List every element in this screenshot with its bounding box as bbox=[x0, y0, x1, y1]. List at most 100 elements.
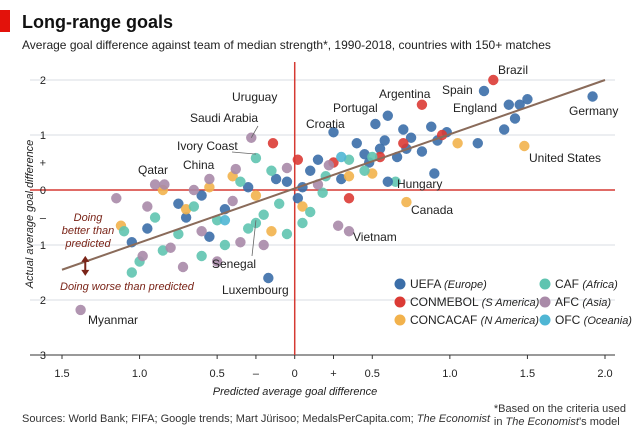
legend-label-uefa: UEFA (Europe) bbox=[410, 277, 487, 291]
data-point bbox=[416, 146, 428, 157]
legend-label-afc: AFC (Asia) bbox=[555, 295, 611, 309]
label-myanmar: Myanmar bbox=[88, 313, 138, 327]
data-point bbox=[472, 138, 483, 149]
data-point bbox=[204, 231, 215, 242]
data-point-portugal bbox=[382, 110, 393, 121]
label-croatia: Croatia bbox=[306, 117, 345, 131]
data-point bbox=[242, 182, 254, 193]
data-point bbox=[180, 212, 192, 223]
annotation-better-line2: better than bbox=[62, 225, 115, 237]
data-point-croatia bbox=[328, 127, 339, 138]
x-tick-label: 1.0 bbox=[132, 368, 147, 380]
label-england: England bbox=[453, 101, 497, 115]
x-tick-label: 0 bbox=[292, 368, 298, 380]
data-point bbox=[509, 113, 521, 124]
data-point bbox=[196, 190, 207, 201]
data-point bbox=[398, 124, 409, 135]
data-point-myanmar bbox=[75, 304, 86, 316]
data-point bbox=[429, 168, 440, 179]
data-point bbox=[142, 201, 153, 212]
footnote: *Based on the criteria used in The Econom… bbox=[494, 403, 626, 429]
data-point bbox=[374, 143, 386, 154]
label-saudi-arabia: Saudi Arabia bbox=[190, 111, 258, 125]
y-tick-label: 1 bbox=[40, 130, 46, 142]
data-point bbox=[274, 198, 285, 209]
data-point-uruguay bbox=[267, 138, 279, 149]
data-point-england bbox=[503, 99, 515, 110]
data-point bbox=[305, 206, 316, 218]
data-point bbox=[370, 118, 381, 130]
data-point bbox=[242, 223, 254, 234]
data-point bbox=[235, 237, 246, 248]
annotation-worse: Doing worse than predicted bbox=[60, 281, 195, 293]
legend-swatch-concacaf bbox=[394, 314, 406, 326]
label-qatar: Qatar bbox=[138, 163, 168, 177]
legend-label-caf: CAF (Africa) bbox=[555, 277, 618, 291]
y-tick-label: 3 bbox=[40, 350, 46, 362]
data-point bbox=[270, 173, 282, 185]
data-point bbox=[126, 267, 138, 278]
label-ivory-coast: Ivory Coast bbox=[177, 139, 238, 153]
data-point bbox=[211, 256, 223, 267]
data-point bbox=[332, 220, 344, 231]
legend-swatch-ofc bbox=[539, 314, 551, 326]
y-tick-label: 1 bbox=[40, 240, 46, 252]
data-point bbox=[188, 184, 200, 196]
annotation-better-line3: predicted bbox=[64, 238, 111, 250]
footnote-line-2: in The Economist’s model bbox=[493, 416, 620, 428]
data-point bbox=[219, 215, 231, 226]
label-portugal: Portugal bbox=[333, 101, 378, 115]
label-vietnam: Vietnam bbox=[353, 230, 397, 244]
data-point-luxembourg bbox=[263, 272, 274, 284]
data-point bbox=[398, 138, 409, 149]
y-tick-label: 2 bbox=[40, 75, 46, 87]
data-point bbox=[188, 201, 200, 212]
data-point-ivory-coast bbox=[250, 152, 262, 164]
legend-swatch-caf bbox=[539, 278, 551, 290]
annotation-better-line1: Doing bbox=[74, 212, 104, 224]
data-point bbox=[281, 228, 293, 240]
data-point-brazil bbox=[488, 74, 499, 86]
data-point bbox=[204, 173, 215, 185]
data-point bbox=[323, 160, 335, 171]
arrow-up-head bbox=[81, 255, 90, 262]
data-point-qatar bbox=[149, 179, 161, 190]
data-point bbox=[142, 223, 153, 234]
label-uruguay: Uruguay bbox=[232, 90, 277, 104]
y-tick-label: 2 bbox=[40, 295, 46, 307]
data-point bbox=[452, 138, 463, 149]
label-china: China bbox=[183, 158, 215, 172]
trend-line bbox=[61, 79, 606, 271]
data-point bbox=[149, 212, 161, 223]
data-point bbox=[111, 193, 122, 204]
data-point bbox=[351, 138, 362, 149]
label-spain: Spain bbox=[442, 83, 473, 97]
data-point-spain bbox=[478, 85, 490, 97]
data-point bbox=[177, 261, 189, 273]
data-point bbox=[292, 154, 304, 165]
x-tick-label: 1.0 bbox=[442, 368, 457, 380]
label-canada: Canada bbox=[411, 203, 453, 217]
data-point bbox=[336, 151, 347, 163]
data-point bbox=[343, 171, 355, 182]
x-tick-label: – bbox=[253, 368, 260, 380]
data-point bbox=[405, 132, 417, 143]
data-point bbox=[118, 226, 130, 237]
data-point bbox=[159, 179, 170, 190]
label-brazil: Brazil bbox=[498, 63, 528, 77]
x-tick-label: + bbox=[330, 368, 336, 380]
y-tick-label: + bbox=[40, 158, 46, 170]
chart-title: Long-range goals bbox=[22, 12, 174, 32]
arrow-down-head bbox=[81, 269, 90, 276]
x-tick-label: 0.5 bbox=[365, 368, 380, 380]
data-point bbox=[235, 176, 246, 187]
sources-text: Sources: World Bank; FIFA; Google trends… bbox=[22, 413, 417, 425]
label-united-states: United States bbox=[529, 151, 601, 165]
label-hungary: Hungary bbox=[397, 177, 442, 191]
sources-publication: The Economist bbox=[416, 413, 491, 425]
data-point bbox=[426, 121, 437, 132]
data-point bbox=[281, 162, 293, 174]
leader-line bbox=[250, 125, 259, 138]
data-point-argentina bbox=[416, 99, 428, 110]
